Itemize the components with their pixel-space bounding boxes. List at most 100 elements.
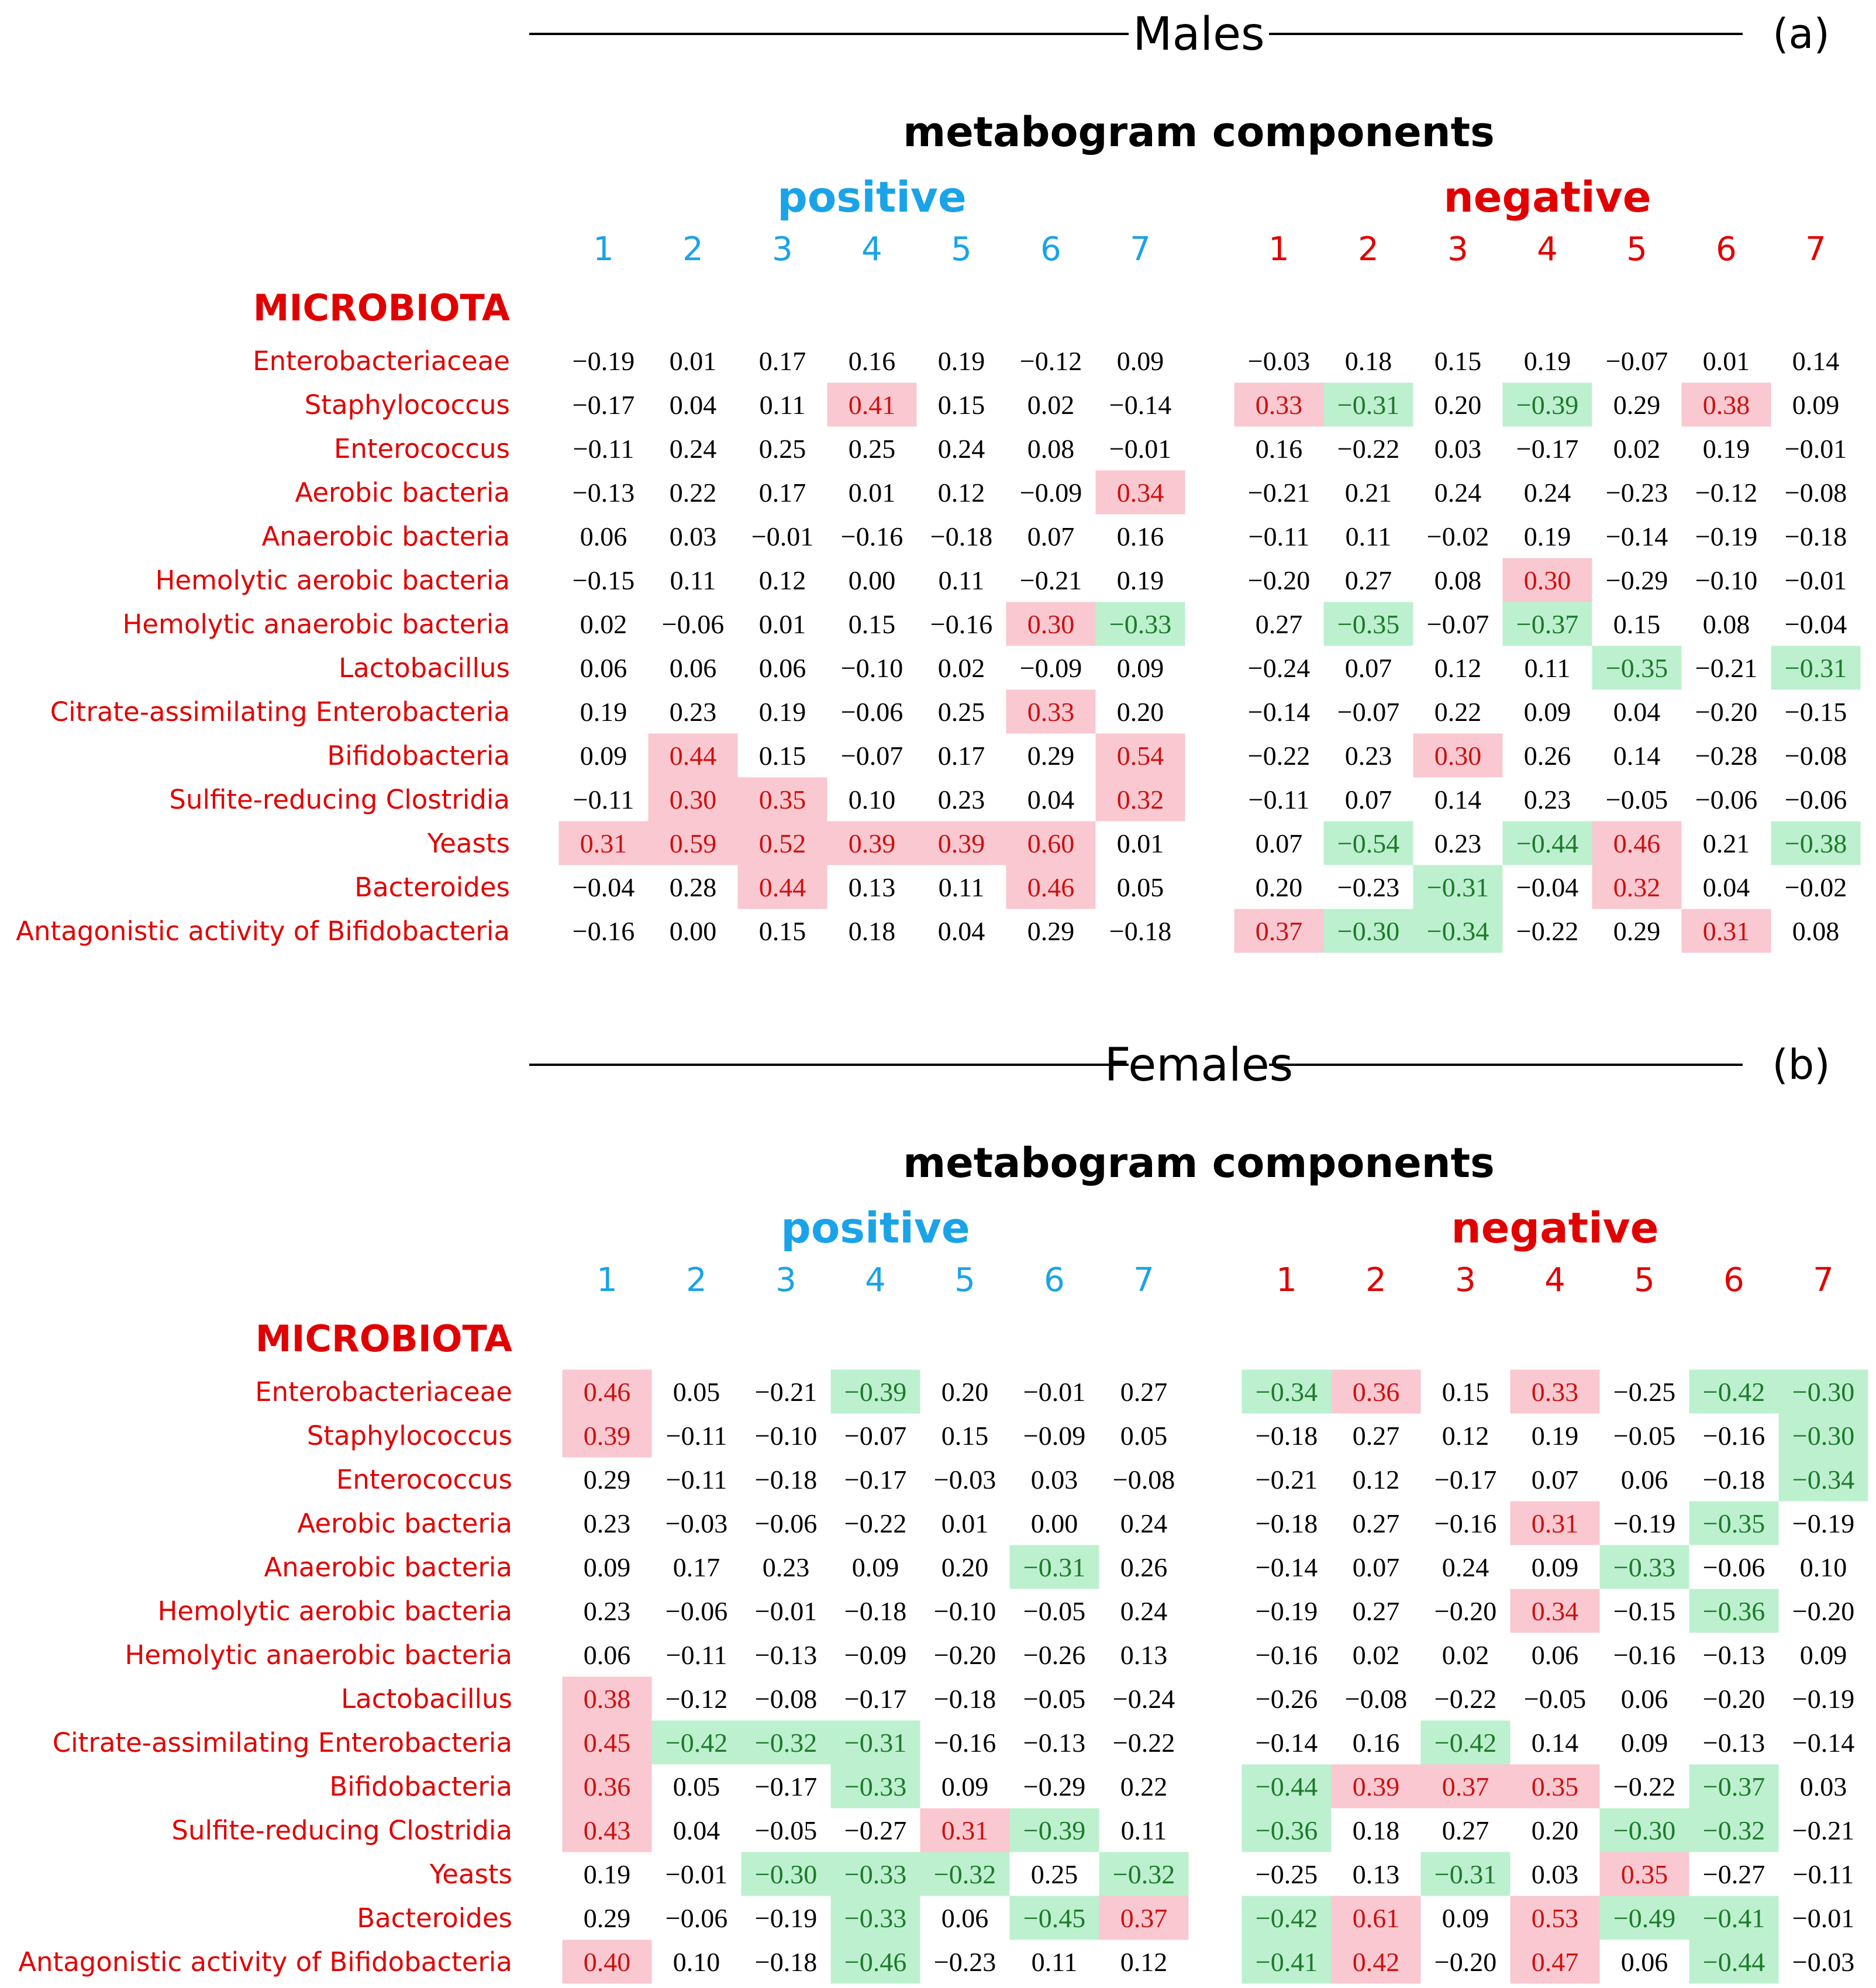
males-cell-highlight bbox=[1323, 382, 1413, 427]
females-cell-value: −0.08 bbox=[1345, 1684, 1407, 1714]
females-cell-highlight bbox=[830, 1369, 920, 1414]
females-cell-value: −0.17 bbox=[844, 1684, 906, 1714]
females-cell-value: −0.24 bbox=[1113, 1684, 1175, 1714]
females-cell-highlight bbox=[562, 1808, 652, 1852]
males-cell-value: 0.32 bbox=[1613, 872, 1661, 902]
males-cell-value: −0.16 bbox=[573, 916, 634, 946]
females-cell-value: 0.09 bbox=[584, 1552, 631, 1582]
females-cell-highlight bbox=[651, 1720, 742, 1765]
females-cell-value: −0.14 bbox=[1256, 1552, 1318, 1582]
females-cell-value: −0.18 bbox=[844, 1596, 906, 1626]
males-cell-value: 0.24 bbox=[1524, 478, 1571, 508]
males-cell-value: 0.44 bbox=[670, 741, 717, 771]
males-cell-value: 0.12 bbox=[1434, 653, 1482, 683]
males-cell-value: −0.06 bbox=[1785, 785, 1847, 814]
females-cell-value: 0.01 bbox=[942, 1509, 989, 1538]
females-cell-value: −0.27 bbox=[844, 1816, 906, 1845]
males-cell-value: 0.15 bbox=[849, 609, 896, 639]
females-row-label-enterococcus: Enterococcus bbox=[336, 1464, 512, 1495]
males-cell-value: 0.22 bbox=[670, 478, 717, 508]
females-cell-highlight bbox=[1778, 1413, 1868, 1458]
males-row-label-anaerobic-bacteria: Anaerobic bacteria bbox=[261, 521, 510, 552]
males-cell-highlight bbox=[1413, 909, 1503, 953]
females-cell-value: 0.14 bbox=[1532, 1728, 1579, 1758]
females-cell-value: −0.09 bbox=[844, 1640, 906, 1670]
males-cell-value: −0.06 bbox=[841, 697, 903, 727]
females-cell-value: 0.27 bbox=[1353, 1421, 1400, 1451]
males-cell-value: 0.21 bbox=[1345, 478, 1392, 508]
females-cell-highlight bbox=[1242, 1808, 1332, 1852]
males-cell-value: 0.01 bbox=[759, 609, 806, 639]
males-cell-highlight bbox=[737, 865, 827, 909]
females-cell-highlight bbox=[562, 1939, 652, 1984]
males-cell-value: 0.24 bbox=[670, 434, 717, 464]
males-cell-value: 0.05 bbox=[1117, 872, 1164, 902]
males-cell-value: 0.01 bbox=[670, 346, 717, 376]
females-cell-value: −0.09 bbox=[1023, 1421, 1085, 1451]
females-cell-value: −0.22 bbox=[1113, 1728, 1175, 1758]
males-cell-value: −0.22 bbox=[1337, 434, 1399, 464]
males-cell-value: 0.52 bbox=[759, 829, 806, 858]
females-cell-value: −0.18 bbox=[1703, 1465, 1765, 1495]
females-cell-value: −0.25 bbox=[1613, 1377, 1675, 1407]
males-cell-highlight bbox=[1502, 382, 1592, 427]
females-cell-value: 0.09 bbox=[1532, 1552, 1579, 1582]
males-cell-value: −0.10 bbox=[1695, 565, 1757, 595]
females-group-negative: negative bbox=[1451, 1203, 1658, 1252]
females-cell-value: −0.11 bbox=[666, 1640, 727, 1670]
males-cell-value: 0.09 bbox=[1792, 390, 1840, 420]
males-cell-value: −0.14 bbox=[1109, 390, 1171, 420]
females-cell-value: 0.37 bbox=[1120, 1903, 1168, 1933]
males-row-label-yeasts: Yeasts bbox=[427, 828, 510, 859]
females-cell-value: −0.05 bbox=[1023, 1596, 1085, 1626]
males-negative-col-5: 5 bbox=[1626, 230, 1647, 268]
females-cell-value: 0.19 bbox=[1532, 1421, 1579, 1451]
males-cell-value: 0.25 bbox=[938, 697, 985, 727]
females-cell-highlight bbox=[1510, 1369, 1600, 1414]
females-cell-value: −0.37 bbox=[1703, 1772, 1765, 1801]
females-cell-highlight bbox=[741, 1852, 831, 1896]
females-cell-value: 0.20 bbox=[1532, 1816, 1579, 1845]
females-row-label-hemolytic-anaerobic-bacteria: Hemolytic anaerobic bacteria bbox=[125, 1640, 512, 1671]
females-cell-value: 0.19 bbox=[584, 1859, 631, 1889]
females-cell-value: 0.27 bbox=[1442, 1816, 1489, 1845]
males-cell-value: 0.01 bbox=[1117, 829, 1164, 858]
males-cell-value: −0.04 bbox=[1516, 872, 1578, 902]
males-cell-value: 0.21 bbox=[1703, 829, 1750, 858]
males-cell-value: 0.30 bbox=[1524, 565, 1571, 595]
males-cell-value: 0.23 bbox=[1524, 785, 1571, 814]
females-cell-value: −0.33 bbox=[844, 1903, 906, 1933]
males-cell-value: 0.26 bbox=[1524, 741, 1571, 771]
females-cell-value: −0.07 bbox=[844, 1421, 906, 1451]
males-row-label-enterococcus: Enterococcus bbox=[334, 433, 510, 464]
males-cell-value: 0.03 bbox=[670, 522, 717, 551]
females-negative-col-3: 3 bbox=[1455, 1261, 1476, 1299]
females-cell-value: −0.39 bbox=[844, 1377, 906, 1407]
females-cell-value: −0.30 bbox=[1792, 1421, 1854, 1451]
males-cell-value: 0.02 bbox=[580, 609, 627, 639]
females-cell-value: 0.42 bbox=[1353, 1947, 1400, 1977]
males-cell-highlight bbox=[1095, 602, 1185, 646]
males-cell-value: 0.14 bbox=[1434, 785, 1482, 814]
females-cell-value: −0.32 bbox=[934, 1859, 996, 1889]
males-cell-value: 0.06 bbox=[670, 653, 717, 683]
females-cell-value: 0.00 bbox=[1031, 1509, 1078, 1538]
females-row-label-citrate-assimilating-enterobacteria: Citrate-assimilating Enterobacteria bbox=[53, 1727, 512, 1758]
females-cell-value: 0.02 bbox=[1353, 1640, 1400, 1670]
females-cell-value: −0.19 bbox=[1792, 1509, 1854, 1538]
males-cell-value: 0.07 bbox=[1027, 522, 1075, 551]
females-cell-highlight bbox=[1099, 1852, 1189, 1896]
males-cell-value: 0.41 bbox=[849, 390, 896, 420]
females-positive-col-3: 3 bbox=[775, 1261, 796, 1299]
females-positive-col-6: 6 bbox=[1044, 1261, 1065, 1299]
females-cell-value: 0.43 bbox=[584, 1816, 631, 1845]
females-negative-col-6: 6 bbox=[1723, 1261, 1744, 1299]
males-cell-value: 0.35 bbox=[759, 785, 806, 814]
males-cell-value: −0.01 bbox=[1109, 434, 1171, 464]
females-cell-value: 0.39 bbox=[1353, 1772, 1400, 1801]
females-cell-highlight bbox=[1420, 1764, 1511, 1808]
females-cell-value: −0.19 bbox=[1613, 1509, 1675, 1538]
males-cell-value: 0.29 bbox=[1027, 741, 1075, 771]
females-cell-value: −0.32 bbox=[755, 1728, 817, 1758]
females-cell-highlight bbox=[1331, 1369, 1421, 1414]
